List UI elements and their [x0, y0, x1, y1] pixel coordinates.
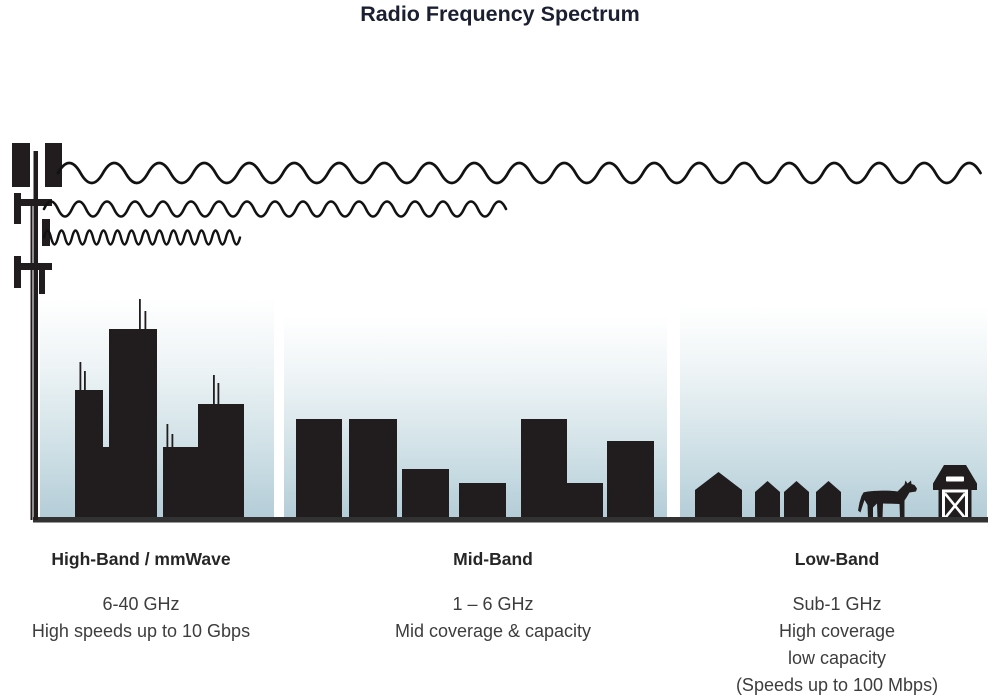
highband-short-wave	[42, 229, 242, 246]
cow-icon	[858, 480, 917, 518]
band-label-high: High-Band / mmWave	[51, 549, 231, 569]
band-description-low-3: (Speeds up to 100 Mbps)	[735, 675, 939, 695]
band-info-mid: Mid-Band 1 – 6 GHz Mid coverage & capaci…	[353, 549, 633, 645]
band-frequency-mid: 1 – 6 GHz	[452, 594, 534, 614]
band-description-low-1: High coverage	[778, 621, 896, 641]
barn-icon	[933, 465, 977, 519]
band-description-mid: Mid coverage & capacity	[394, 621, 592, 641]
band-label-low: Low-Band	[794, 549, 880, 569]
lowband-long-wave	[56, 161, 982, 185]
band-info-low: Low-Band Sub-1 GHz High coverage low cap…	[697, 549, 977, 699]
midband-medium-wave	[42, 200, 508, 218]
band-description-high: High speeds up to 10 Gbps	[31, 621, 251, 641]
city-skyline-midband	[296, 419, 654, 519]
rural-houses	[695, 472, 841, 519]
band-info-high: High-Band / mmWave 6-40 GHz High speeds …	[0, 549, 282, 645]
band-description-low-2: low capacity	[787, 648, 887, 668]
ground-line	[33, 517, 988, 523]
band-frequency-low: Sub-1 GHz	[792, 594, 882, 614]
diagram-title: Radio Frequency Spectrum	[360, 2, 640, 26]
band-frequency-high: 6-40 GHz	[102, 594, 180, 614]
city-skyline-highband	[75, 329, 244, 519]
band-label-mid: Mid-Band	[453, 549, 533, 569]
rooftop-antenna-lines	[79, 299, 220, 447]
